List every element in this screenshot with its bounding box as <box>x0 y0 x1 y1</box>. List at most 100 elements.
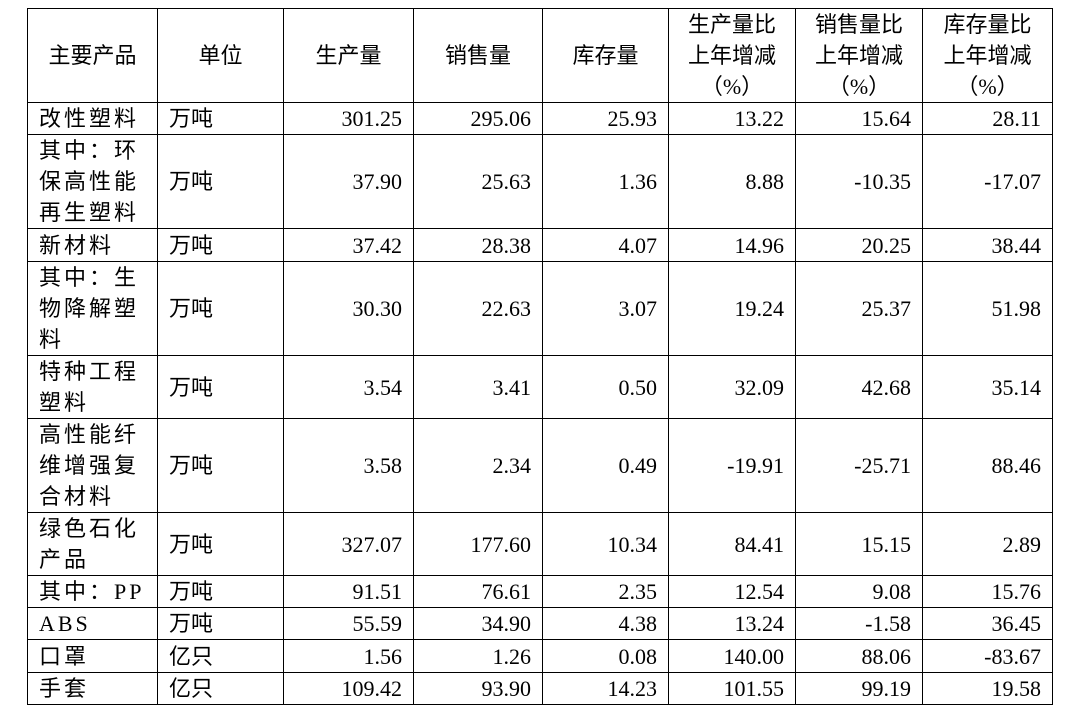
table-row: 改性塑料 万吨 301.25 295.06 25.93 13.22 15.64 28.11 <box>27 102 1053 135</box>
value-cell: 15.15 <box>795 512 923 576</box>
product-name: 口罩 <box>27 639 158 673</box>
value-cell: 9.08 <box>795 575 923 608</box>
value-cell: 25.37 <box>795 261 923 356</box>
value-cell: -17.07 <box>922 134 1053 229</box>
value-cell: 51.98 <box>922 261 1053 356</box>
table-row: 特种工程塑料 万吨 3.54 3.41 0.50 32.09 42.68 35.14 <box>27 355 1053 419</box>
unit: 亿只 <box>157 672 284 705</box>
value-cell: 15.64 <box>795 102 923 135</box>
product-name: 高性能纤维增强复合材料 <box>27 418 158 513</box>
value-cell: 2.89 <box>922 512 1053 576</box>
value-cell: 25.93 <box>542 102 669 135</box>
value-cell: 22.63 <box>413 261 543 356</box>
product-name: 绿色石化产品 <box>27 512 158 576</box>
value-cell: 99.19 <box>795 672 923 705</box>
value-cell: 109.42 <box>283 672 414 705</box>
header-cell: 销售量 <box>413 8 543 103</box>
value-cell: 8.88 <box>668 134 796 229</box>
value-cell: 14.23 <box>542 672 669 705</box>
table-row: ABS 万吨 55.59 34.90 4.38 13.24 -1.58 36.45 <box>27 607 1053 640</box>
table-row: 绿色石化产品 万吨 327.07 177.60 10.34 84.41 15.15 2.89 <box>27 512 1053 576</box>
value-cell: 93.90 <box>413 672 543 705</box>
value-cell: 3.41 <box>413 355 543 419</box>
table-row: 其中：生物降解塑料 万吨 30.30 22.63 3.07 19.24 25.37 51.98 <box>27 261 1053 356</box>
product-name: 其中：PP <box>27 575 158 608</box>
value-cell: 13.24 <box>668 607 796 640</box>
value-cell: 295.06 <box>413 102 543 135</box>
unit: 万吨 <box>157 418 284 513</box>
value-cell: 37.90 <box>283 134 414 229</box>
product-name: 其中：环保高性能再生塑料 <box>27 134 158 229</box>
header-cell: 生产量比 上年增减 （%） <box>668 8 796 103</box>
value-cell: 76.61 <box>413 575 543 608</box>
header-cell: 销售量比 上年增减 （%） <box>795 8 923 103</box>
unit: 万吨 <box>157 134 284 229</box>
value-cell: 2.35 <box>542 575 669 608</box>
value-cell: 84.41 <box>668 512 796 576</box>
value-cell: 19.24 <box>668 261 796 356</box>
unit: 万吨 <box>157 102 284 135</box>
value-cell: 140.00 <box>668 639 796 673</box>
product-name: 手套 <box>27 672 158 705</box>
header-cell: 生产量 <box>283 8 414 103</box>
table-row: 手套 亿只 109.42 93.90 14.23 101.55 99.19 19.58 <box>27 672 1053 705</box>
value-cell: 12.54 <box>668 575 796 608</box>
value-cell: 55.59 <box>283 607 414 640</box>
value-cell: 19.58 <box>922 672 1053 705</box>
header-cell: 单位 <box>157 8 284 103</box>
value-cell: 28.38 <box>413 228 543 262</box>
value-cell: 101.55 <box>668 672 796 705</box>
table-row: 新材料 万吨 37.42 28.38 4.07 14.96 20.25 38.44 <box>27 228 1053 262</box>
value-cell: 0.08 <box>542 639 669 673</box>
value-cell: -25.71 <box>795 418 923 513</box>
value-cell: 3.54 <box>283 355 414 419</box>
value-cell: 91.51 <box>283 575 414 608</box>
value-cell: 3.58 <box>283 418 414 513</box>
unit: 万吨 <box>157 607 284 640</box>
value-cell: 14.96 <box>668 228 796 262</box>
value-cell: 42.68 <box>795 355 923 419</box>
value-cell: -1.58 <box>795 607 923 640</box>
value-cell: 88.06 <box>795 639 923 673</box>
value-cell: 88.46 <box>922 418 1053 513</box>
product-name: ABS <box>27 607 158 640</box>
value-cell: 1.26 <box>413 639 543 673</box>
table-row: 其中：环保高性能再生塑料 万吨 37.90 25.63 1.36 8.88 -10.35 -1… <box>27 134 1053 229</box>
product-table: 主要产品 单位 生产量 销售量 库存量 生产量比 上年增减 （%） 销售量比 上年增减 （%… <box>27 8 1053 705</box>
table-row: 其中：PP 万吨 91.51 76.61 2.35 12.54 9.08 15.76 <box>27 575 1053 608</box>
product-name: 其中：生物降解塑料 <box>27 261 158 356</box>
value-cell: 1.56 <box>283 639 414 673</box>
unit: 万吨 <box>157 355 284 419</box>
value-cell: -83.67 <box>922 639 1053 673</box>
value-cell: 28.11 <box>922 102 1053 135</box>
value-cell: 0.49 <box>542 418 669 513</box>
value-cell: 4.07 <box>542 228 669 262</box>
table-row: 高性能纤维增强复合材料 万吨 3.58 2.34 0.49 -19.91 -25.71 88.… <box>27 418 1053 513</box>
value-cell: -19.91 <box>668 418 796 513</box>
value-cell: 4.38 <box>542 607 669 640</box>
value-cell: 37.42 <box>283 228 414 262</box>
unit: 亿只 <box>157 639 284 673</box>
value-cell: 36.45 <box>922 607 1053 640</box>
unit: 万吨 <box>157 228 284 262</box>
header-cell: 库存量 <box>542 8 669 103</box>
value-cell: 2.34 <box>413 418 543 513</box>
header-cell: 主要产品 <box>27 8 158 103</box>
value-cell: 13.22 <box>668 102 796 135</box>
value-cell: 10.34 <box>542 512 669 576</box>
product-name: 改性塑料 <box>27 102 158 135</box>
unit: 万吨 <box>157 261 284 356</box>
header-cell: 库存量比 上年增减 （%） <box>922 8 1053 103</box>
value-cell: 0.50 <box>542 355 669 419</box>
value-cell: 25.63 <box>413 134 543 229</box>
header-row: 主要产品 单位 生产量 销售量 库存量 生产量比 上年增减 （%） 销售量比 上年增减 （%… <box>27 8 1053 103</box>
unit: 万吨 <box>157 512 284 576</box>
value-cell: 32.09 <box>668 355 796 419</box>
value-cell: -10.35 <box>795 134 923 229</box>
value-cell: 1.36 <box>542 134 669 229</box>
value-cell: 34.90 <box>413 607 543 640</box>
product-name: 特种工程塑料 <box>27 355 158 419</box>
value-cell: 15.76 <box>922 575 1053 608</box>
value-cell: 301.25 <box>283 102 414 135</box>
